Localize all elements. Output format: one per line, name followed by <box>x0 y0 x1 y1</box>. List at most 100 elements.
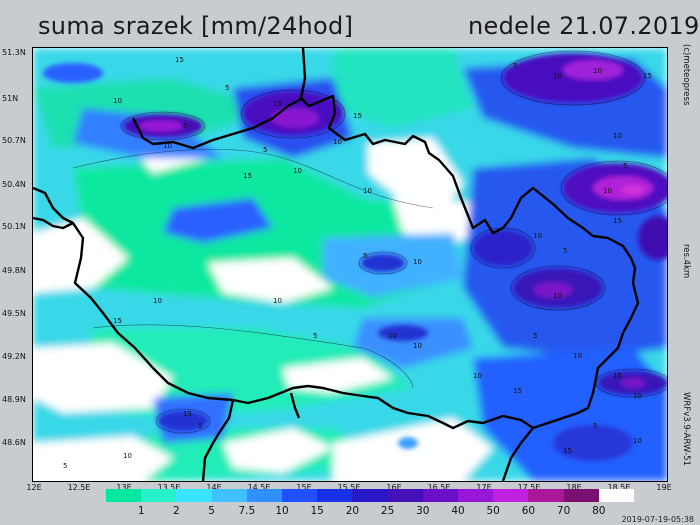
legend-level-label: 50 <box>486 505 500 517</box>
contour-value-label: 15 <box>613 217 622 225</box>
contour-value-label: 10 <box>333 138 342 146</box>
contour-value-label: 10 <box>153 297 162 305</box>
contour-value-label: 15 <box>273 100 282 108</box>
legend-swatch <box>106 489 142 502</box>
legend-level-label: 30 <box>416 505 430 517</box>
contour-value-label: 5 <box>593 422 597 430</box>
contour-value-label: 10 <box>633 437 642 445</box>
legend-swatch <box>282 489 318 502</box>
precip-heavy-cores <box>43 53 667 461</box>
legend-level-label: 15 <box>310 505 324 517</box>
contour-value-label: 10 <box>413 342 422 350</box>
legend-level-label: 5 <box>208 505 215 517</box>
legend-level-label: 7.5 <box>238 505 256 517</box>
legend-level-label: 25 <box>380 505 395 517</box>
contour-value-label: 10 <box>553 292 562 300</box>
timestamp: 2019-07-19-05:38 <box>621 515 694 524</box>
lon-label: 15.5E <box>337 483 361 492</box>
legend-swatch <box>211 489 247 502</box>
lon-label: 14E <box>206 483 222 492</box>
legend-level-label: 1 <box>137 505 145 517</box>
resolution-label: res.4km <box>681 244 691 279</box>
lon-label: 16.5E <box>427 483 451 492</box>
legend-level-label: 80 <box>592 505 606 517</box>
legend-swatch <box>493 489 529 502</box>
precipitation-field: 15 10 5 15 10 5 10 15 5 10 15 10 5 10 10 15 10 5 10 15 10 5 10… <box>33 48 667 481</box>
legend-swatch <box>528 489 564 502</box>
contour-lines <box>72 50 667 434</box>
legend-swatch <box>598 489 635 502</box>
lat-label: 50.1N <box>2 222 26 231</box>
contour-value-label: 5 <box>63 462 67 470</box>
contour-value-label: 5 <box>198 422 202 430</box>
lat-label: 51N <box>2 94 19 103</box>
contour-value-label: 10 <box>473 372 482 380</box>
contour-value-label: 15 <box>353 112 362 120</box>
contour-value-label: 10 <box>573 352 582 360</box>
contour-value-label: 10 <box>633 392 642 400</box>
contour-value-label: 10 <box>123 452 132 460</box>
contour-value-label: 10 <box>163 142 172 150</box>
contour-value-label: 10 <box>603 187 612 195</box>
contour-value-label: 15 <box>113 317 122 325</box>
precipitation-map: 15 10 5 15 10 5 10 15 5 10 15 10 5 10 10 15 10 5 10 15 10 5 10… <box>32 47 668 482</box>
model-label: WRFv3.9-ARW-51 <box>681 392 691 466</box>
contour-value-label: 15 <box>243 172 252 180</box>
lat-label: 50.4N <box>2 180 26 189</box>
contour-value-label: 5 <box>623 162 627 170</box>
lon-label: 17.5E <box>517 483 541 492</box>
contour-value-label: 10 <box>388 332 397 340</box>
lat-label: 49.2N <box>2 352 26 361</box>
lon-label: 16E <box>386 483 402 492</box>
border-line <box>33 48 640 481</box>
contour-value-label: 10 <box>613 132 622 140</box>
contour-value-label: 5 <box>225 84 229 92</box>
contour-value-label: 15 <box>563 447 572 455</box>
lat-label: 51.3N <box>2 48 26 57</box>
contour-value-label: 10 <box>413 258 422 266</box>
lon-label: 18E <box>566 483 582 492</box>
contour-value-label: 5 <box>363 252 367 260</box>
legend-level-label: 40 <box>451 505 465 517</box>
legend-swatch <box>387 489 423 502</box>
lon-label: 17E <box>476 483 492 492</box>
legend-level-label: 10 <box>275 505 289 517</box>
contour-value-label: 5 <box>183 122 187 130</box>
legend-swatch <box>317 489 353 502</box>
contour-value-label: 15 <box>613 372 622 380</box>
lon-label: 15E <box>296 483 312 492</box>
contour-value-label: 5 <box>533 332 537 340</box>
contour-value-label: 5 <box>563 247 567 255</box>
contour-value-label: 10 <box>273 297 282 305</box>
lat-label: 49.8N <box>2 266 26 275</box>
lat-label: 50.7N <box>2 136 26 145</box>
lat-label: 48.6N <box>2 438 26 447</box>
lon-label: 18.5E <box>607 483 631 492</box>
contour-value-label: 10 <box>553 72 562 80</box>
lon-label: 19E <box>656 483 672 492</box>
legend-colorbar <box>106 489 635 502</box>
contour-value-label: 5 <box>313 332 317 340</box>
contour-value-label: 15 <box>175 56 184 64</box>
contour-value-label: 15 <box>183 410 192 418</box>
contour-value-label: 15 <box>643 72 652 80</box>
contour-value-label: 5 <box>263 146 267 154</box>
legend-level-label: 70 <box>556 505 571 517</box>
lat-label: 49.5N <box>2 309 26 318</box>
lon-label: 13.5E <box>157 483 181 492</box>
legend-swatch <box>141 489 177 502</box>
legend-level-label: 20 <box>345 505 360 517</box>
contour-value-label: 10 <box>113 97 122 105</box>
legend-swatch <box>422 489 459 502</box>
legend-swatch <box>458 489 494 502</box>
lon-label: 12.5E <box>67 483 91 492</box>
legend-level-label: 60 <box>521 505 536 517</box>
contour-value-label: 15 <box>513 387 522 395</box>
contour-value-label: 10 <box>533 232 542 240</box>
legend-level-label: 2 <box>173 505 180 517</box>
lon-label: 13E <box>116 483 132 492</box>
map-title: suma srazek [mm/24hod] <box>38 12 354 40</box>
credit-label: (c)meteopress <box>681 44 691 106</box>
contour-value-label: 5 <box>513 62 517 70</box>
contour-value-label: 10 <box>363 187 372 195</box>
